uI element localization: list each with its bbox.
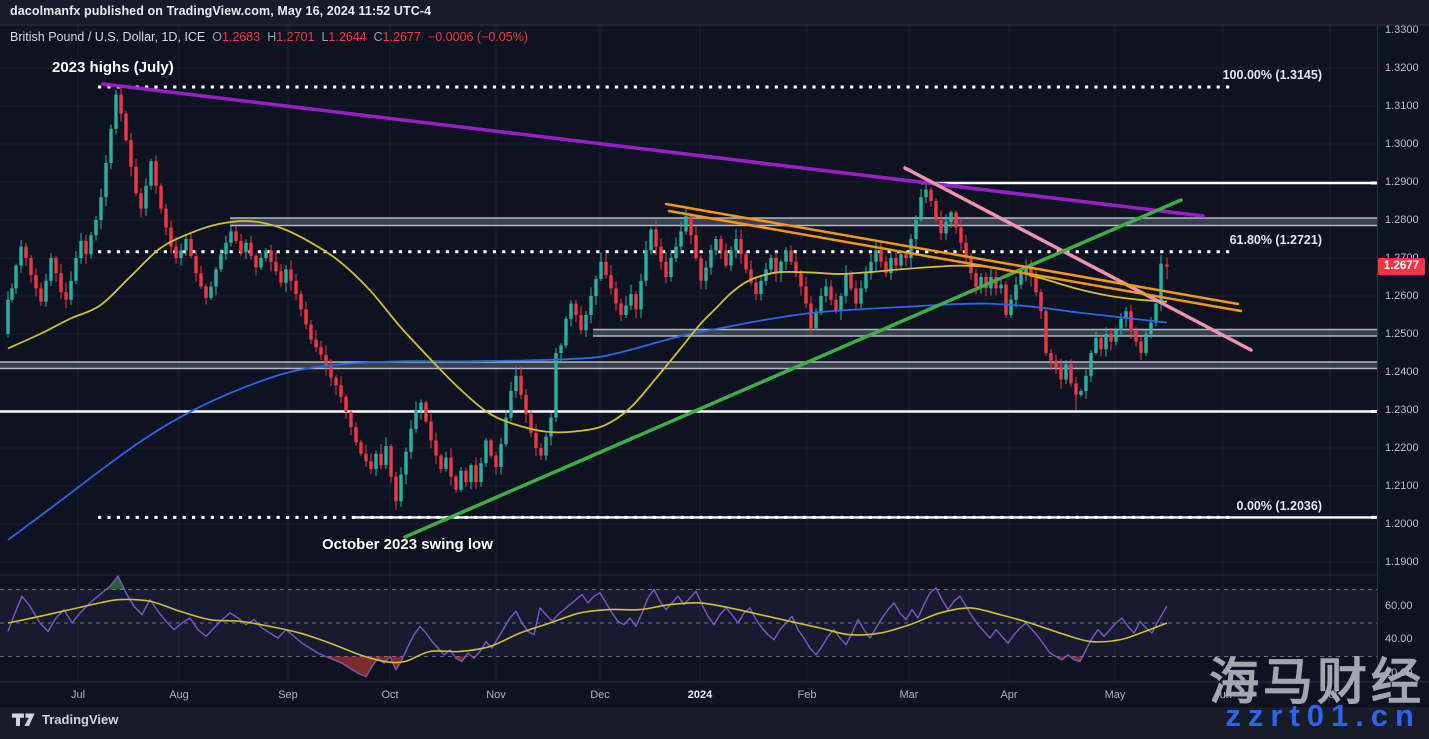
price-axis-label: 1.2400: [1385, 366, 1419, 378]
rsi-axis-label: 20.00: [1385, 667, 1413, 679]
watermark-url: zzrt01.cn: [1225, 698, 1421, 733]
high-value: 1.2701: [276, 30, 315, 44]
rsi-axis-label: 60.00: [1385, 600, 1413, 612]
watermark-cjk: 海马财经: [1209, 654, 1425, 710]
time-axis-label: Feb: [797, 689, 817, 701]
price-axis-label: 1.3300: [1385, 24, 1419, 36]
chart-background: [0, 25, 1429, 708]
tradingview-attribution[interactable]: TradingView: [12, 712, 118, 727]
fib-label-0[interactable]: 0.00% (1.2036): [1236, 499, 1322, 513]
close-label: C: [373, 30, 383, 44]
time-axis-label: Aug: [169, 689, 189, 701]
annotation-2023-highs[interactable]: 2023 highs (July): [52, 59, 174, 76]
time-axis-label: Jul: [1322, 689, 1338, 701]
time-axis-label: Apr: [1000, 689, 1018, 701]
fib-label-618[interactable]: 61.80% (1.2721): [1229, 233, 1322, 247]
price-axis-label: 1.2900: [1385, 176, 1419, 188]
high-label: H: [267, 30, 277, 44]
last-price-badge: 1.2677: [1378, 258, 1425, 275]
annotation-october-low[interactable]: October 2023 swing low: [322, 536, 493, 553]
price-axis-label: 1.2300: [1385, 404, 1419, 416]
low-value: 1.2644: [328, 30, 367, 44]
price-axis-label: 1.2000: [1385, 518, 1419, 530]
time-axis-label: Oct: [381, 689, 399, 701]
time-axis-label: Dec: [590, 689, 610, 701]
price-axis[interactable]: 1.33001.32001.31001.30001.29001.28001.27…: [1377, 24, 1429, 682]
time-axis-label: Mar: [899, 689, 919, 701]
open-value: 1.2683: [221, 30, 261, 44]
price-axis-label: 1.2100: [1385, 480, 1419, 492]
time-axis-label: Jul: [70, 689, 86, 701]
publish-info: dacolmanfx published on TradingView.com,…: [10, 4, 432, 18]
symbol-legend: British Pound / U.S. Dollar, 1D, ICE O1.2…: [10, 30, 528, 44]
close-value: 1.2677: [382, 30, 421, 44]
change-value: −0.0006 (−0.05%): [427, 30, 528, 44]
symbol-title[interactable]: British Pound / U.S. Dollar, 1D, ICE: [10, 30, 206, 44]
time-axis-label: Jun: [1214, 689, 1232, 701]
fib-label-100[interactable]: 100.00% (1.3145): [1222, 68, 1322, 82]
price-axis-label: 1.1900: [1385, 556, 1419, 568]
price-axis-label: 1.3000: [1385, 138, 1419, 150]
time-axis-label: 2024: [687, 689, 713, 701]
time-axis[interactable]: Jul Aug Sep Oct Nov Dec 2024 Feb Mar Apr May Jun Jul: [0, 682, 1429, 708]
tradingview-logo-icon: [12, 713, 35, 726]
time-axis-label: Nov: [486, 689, 506, 701]
price-axis-label: 1.2600: [1385, 290, 1419, 302]
price-axis-label: 1.2500: [1385, 328, 1419, 340]
tradingview-brand-text: TradingView: [42, 712, 119, 727]
open-label: O: [212, 30, 222, 44]
price-axis-label: 1.2800: [1385, 214, 1419, 226]
price-axis-label: 1.3200: [1385, 62, 1419, 74]
time-axis-label: May: [1104, 689, 1126, 701]
time-axis-label: Sep: [278, 689, 298, 701]
price-axis-label: 1.2200: [1385, 442, 1419, 454]
low-label: L: [321, 30, 329, 44]
price-axis-label: 1.3100: [1385, 100, 1419, 112]
rsi-axis-label: 40.00: [1385, 633, 1413, 645]
